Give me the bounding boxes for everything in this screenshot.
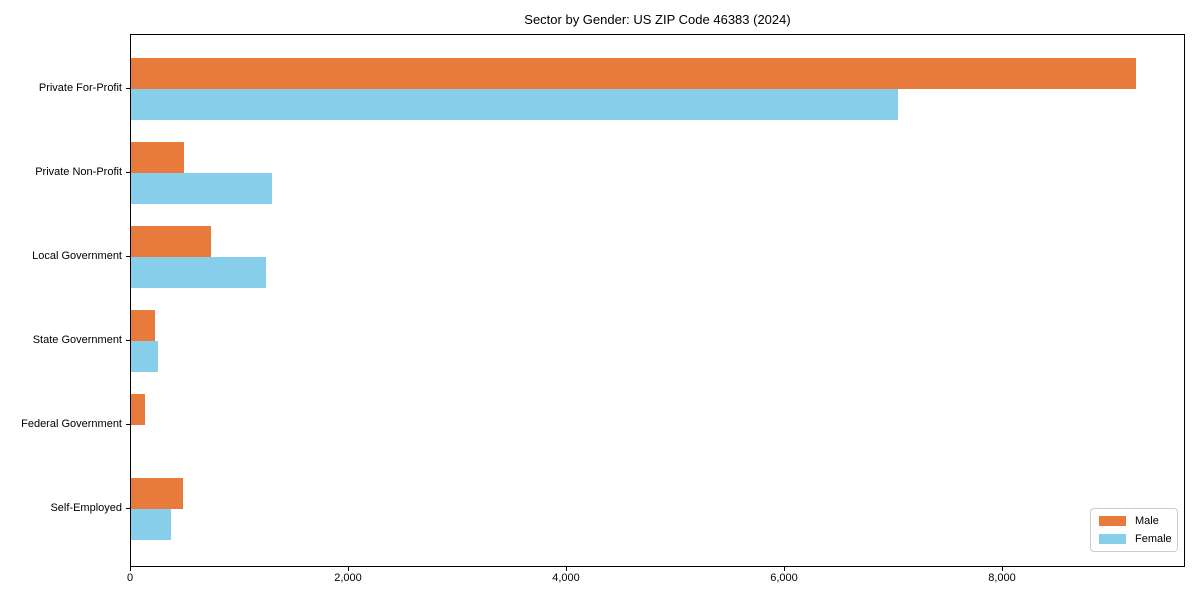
bar-male-self-employed (131, 478, 183, 509)
xtick-label-0: 0 (126, 572, 134, 584)
bar-female-local-government (131, 257, 266, 288)
ytick-label-local-government: Local Government (32, 250, 122, 262)
xtick-mark-8,000 (1002, 567, 1003, 571)
bar-male-private-for-profit (131, 58, 1136, 89)
ytick-label-federal-government: Federal Government (21, 418, 122, 430)
xtick-label-6,000: 6,000 (770, 572, 798, 584)
ytick-label-state-government: State Government (32, 334, 122, 346)
xtick-label-8,000: 8,000 (988, 572, 1016, 584)
bar-female-private-for-profit (131, 89, 898, 120)
xtick-mark-6,000 (784, 567, 785, 571)
legend-swatch-female (1099, 534, 1126, 544)
bar-female-private-non-profit (131, 173, 272, 204)
bar-male-federal-government (131, 394, 145, 425)
ytick-mark-federal-government (126, 424, 130, 425)
legend-label-male: Male (1135, 515, 1159, 527)
xtick-mark-0 (130, 567, 131, 571)
bar-male-state-government (131, 310, 155, 341)
xtick-mark-4,000 (566, 567, 567, 571)
ytick-mark-private-for-profit (126, 88, 130, 89)
legend: Male Female (1090, 508, 1178, 552)
ytick-mark-self-employed (126, 508, 130, 509)
bar-male-private-non-profit (131, 142, 184, 173)
xtick-label-4,000: 4,000 (552, 572, 580, 584)
xtick-mark-2,000 (348, 567, 349, 571)
ytick-label-private-for-profit: Private For-Profit (38, 82, 122, 94)
ytick-mark-private-non-profit (126, 172, 130, 173)
xtick-label-2,000: 2,000 (334, 572, 362, 584)
ytick-mark-local-government (126, 256, 130, 257)
bar-female-state-government (131, 341, 158, 372)
ytick-mark-state-government (126, 340, 130, 341)
ytick-label-private-non-profit: Private Non-Profit (35, 166, 122, 178)
plot-area (130, 34, 1185, 567)
bar-male-local-government (131, 226, 211, 257)
legend-item-female: Female (1099, 533, 1172, 545)
bar-female-self-employed (131, 509, 171, 540)
legend-label-female: Female (1135, 533, 1172, 545)
legend-item-male: Male (1099, 515, 1169, 527)
ytick-label-self-employed: Self-Employed (50, 502, 122, 514)
chart-title: Sector by Gender: US ZIP Code 46383 (202… (524, 12, 791, 27)
legend-swatch-male (1099, 516, 1126, 526)
